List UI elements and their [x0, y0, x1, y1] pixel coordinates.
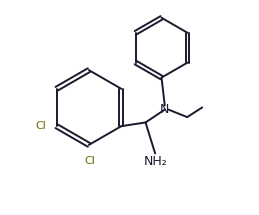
Text: N: N	[160, 103, 169, 116]
Text: NH₂: NH₂	[143, 155, 167, 168]
Text: Cl: Cl	[35, 121, 46, 131]
Text: Cl: Cl	[84, 156, 95, 166]
